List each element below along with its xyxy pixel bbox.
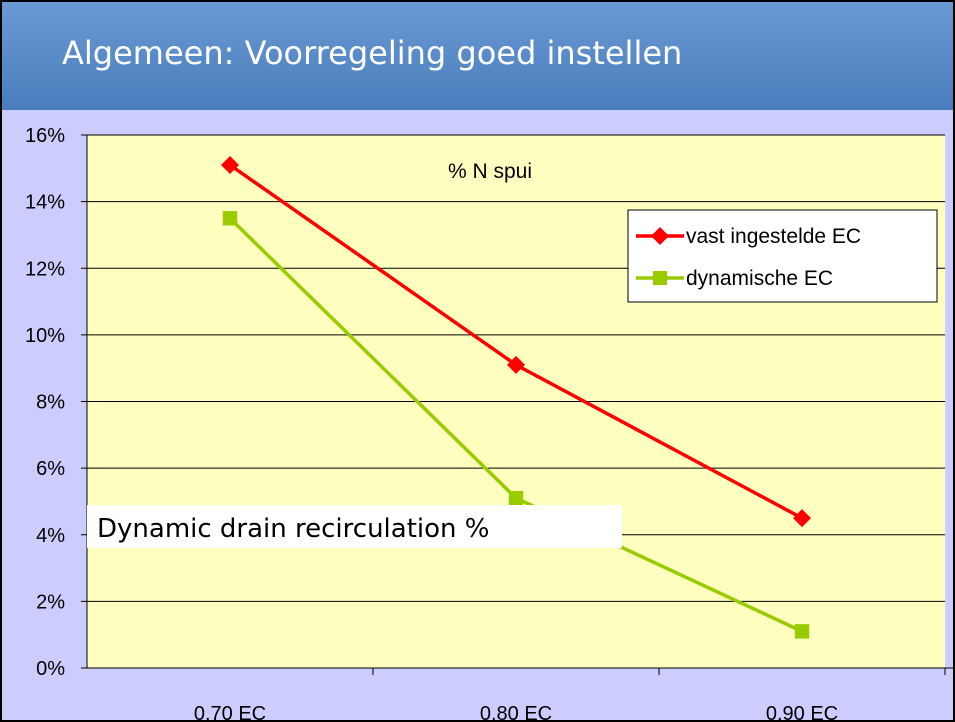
y-tick-label: 6% <box>36 458 65 480</box>
y-tick-label: 8% <box>36 392 65 414</box>
legend-marker <box>651 227 669 245</box>
chart: 0% 2% 4% 6% 8% 10% 12% 14% 16% 0.70 EC 0.80 EC 0.90… <box>25 125 955 722</box>
y-tick-label: 10% <box>25 325 65 347</box>
y-tick-label: 12% <box>25 258 65 280</box>
marker <box>221 155 239 174</box>
annotation: Dynamic drain recirculation % <box>97 514 489 544</box>
legend-box <box>627 209 938 303</box>
y-tick-label: 14% <box>25 192 65 214</box>
marker <box>793 509 811 528</box>
legend-label: vast ingestelde EC <box>686 225 861 248</box>
y-tick-label: 4% <box>36 525 65 547</box>
marker <box>508 490 524 506</box>
y-tick-label: 16% <box>25 125 65 147</box>
marker <box>794 624 810 639</box>
legend-marker <box>653 271 667 285</box>
chart-title: % N spui <box>448 160 532 183</box>
x-tick-label: 0.90 EC <box>766 703 838 722</box>
marker <box>507 355 525 374</box>
y-tick-label: 0% <box>36 658 65 680</box>
legend-label: dynamische EC <box>686 267 833 290</box>
x-tick-label: 0.80 EC <box>480 703 552 722</box>
marker <box>222 211 238 226</box>
annotation-box <box>87 505 622 548</box>
y-tick-label: 2% <box>36 591 65 613</box>
x-tick-label: 0.70 EC <box>194 703 266 722</box>
title-band <box>0 0 955 110</box>
slide-title: Algemeen: Voorregeling goed instellen <box>62 34 682 72</box>
